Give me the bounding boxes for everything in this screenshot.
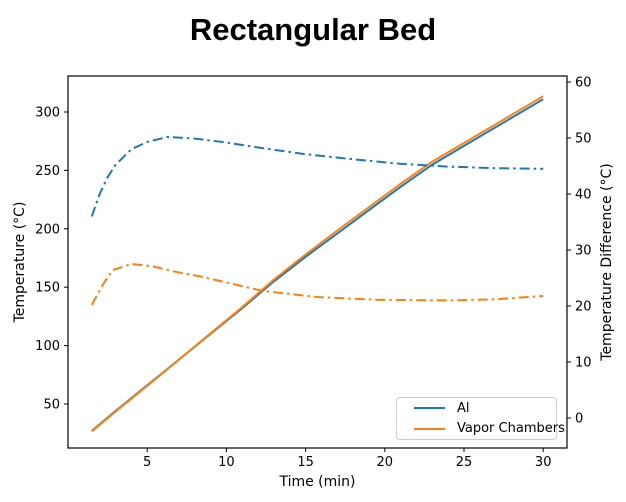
x-tick-label: 5 — [143, 455, 151, 470]
right-y-tick-label: 30 — [575, 244, 592, 259]
left-y-tick-label: 100 — [35, 339, 60, 354]
x-tick-label: 25 — [456, 455, 473, 470]
al-line-sample — [414, 407, 445, 410]
chart-title: Rectangular Bed — [189, 12, 437, 47]
legend: Al Vapor Chambers — [396, 397, 565, 440]
left-y-tick-label: 300 — [35, 106, 60, 121]
legend-item-vapor-chambers: Vapor Chambers — [397, 419, 565, 440]
legend-label-vapor-chambers: Vapor Chambers — [457, 421, 565, 437]
left-y-axis-label: Temperature (°C) — [12, 201, 28, 323]
series-al-temperature — [91, 98, 544, 432]
plot-border — [67, 75, 568, 449]
right-y-tick-label: 10 — [575, 356, 592, 371]
right-y-axis-label: Temperature Difference (°C) — [599, 163, 615, 361]
right-y-tick-label: 60 — [575, 76, 592, 91]
x-tick-label: 10 — [218, 455, 235, 470]
legend-item-al: Al — [397, 398, 556, 419]
x-tick-label: 15 — [297, 455, 314, 470]
right-y-tick-label: 40 — [575, 188, 592, 203]
right-y-tick-label: 50 — [575, 132, 592, 147]
series-vapor-chambers-temperature-difference — [90, 263, 544, 306]
series-vapor-chambers-temperature — [91, 95, 544, 433]
series-al-temperature-difference — [90, 135, 544, 217]
right-y-tick-label: 0 — [575, 412, 583, 427]
right-y-tick-label: 20 — [575, 300, 592, 315]
x-tick-label: 20 — [377, 455, 394, 470]
x-axis-label: Time (min) — [279, 474, 356, 490]
vapor-chambers-line-sample — [414, 427, 445, 430]
x-tick-label: 30 — [535, 455, 552, 470]
left-y-tick-label: 200 — [35, 222, 60, 237]
legend-label-al: Al — [457, 400, 470, 416]
left-y-tick-label: 250 — [35, 164, 60, 179]
left-y-tick-label: 150 — [35, 281, 60, 296]
left-y-tick-label: 50 — [43, 398, 60, 413]
